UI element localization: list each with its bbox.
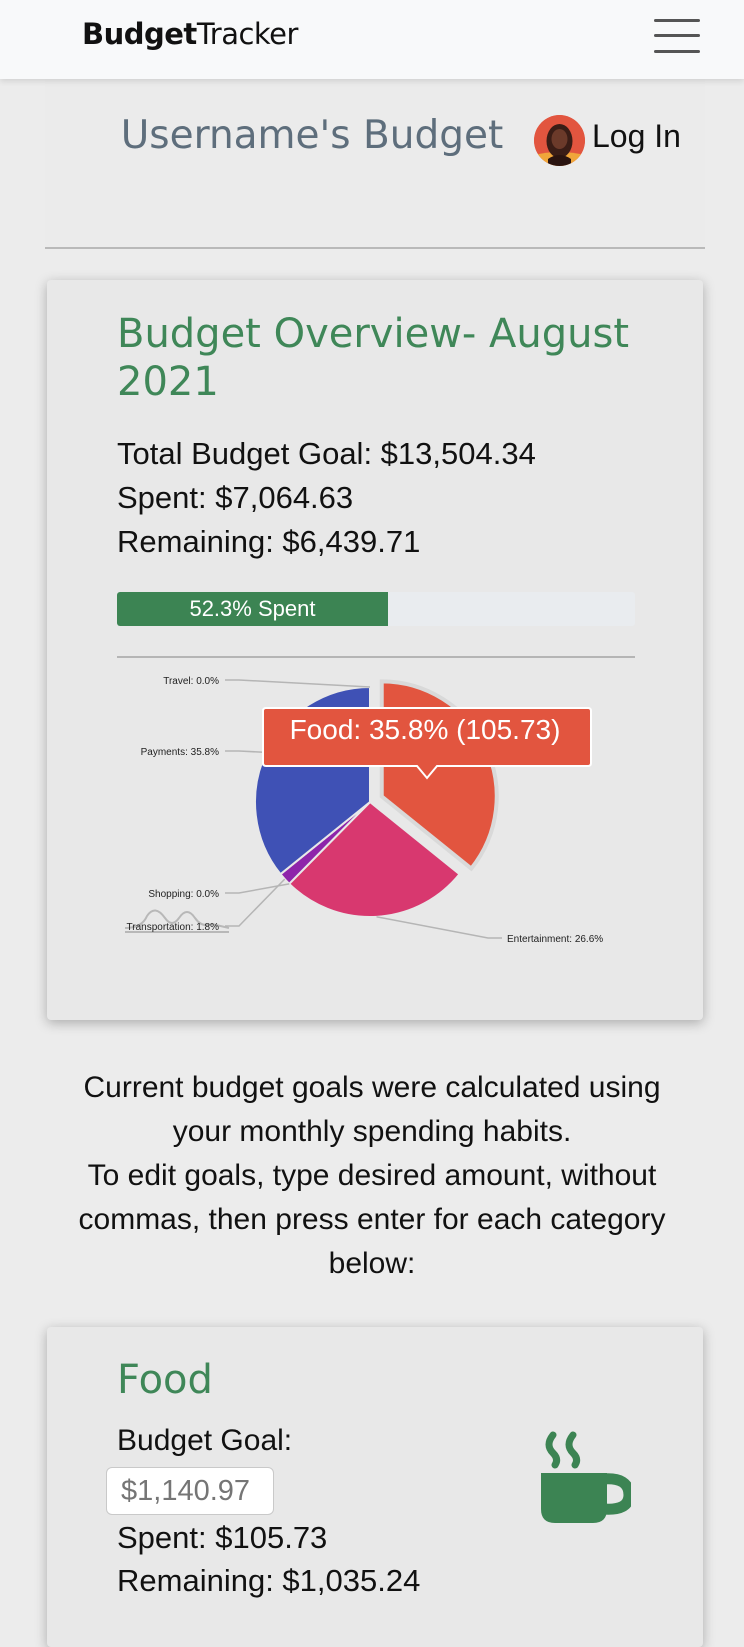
user-avatar-icon[interactable] bbox=[534, 115, 585, 166]
food-spent: Spent: $105.73 bbox=[117, 1520, 328, 1555]
budget-instructions: Current budget goals were calculated usi… bbox=[40, 1066, 704, 1286]
pie-label-payments: Payments: 35.8% bbox=[141, 747, 219, 758]
instructions-line-1: Current budget goals were calculated usi… bbox=[83, 1071, 661, 1148]
pie-label-entertainment: Entertainment: 26.6% bbox=[507, 934, 603, 945]
chart-tooltip-text: Food: 35.8% (105.73) bbox=[290, 714, 561, 745]
brand-light: Tracker bbox=[196, 17, 299, 51]
brand-logo[interactable]: BudgetTracker bbox=[82, 17, 298, 51]
overview-title: Budget Overview- August 2021 bbox=[117, 311, 630, 405]
spent-progress-bar: 52.3% Spent bbox=[117, 592, 635, 626]
food-card-title: Food bbox=[117, 1357, 213, 1403]
pie-leader-transportation bbox=[225, 878, 286, 927]
pie-label-travel: Travel: 0.0% bbox=[163, 676, 219, 687]
page-title: Username's Budget bbox=[120, 113, 504, 158]
chart-mini-sparkline bbox=[124, 909, 230, 929]
food-goal-input[interactable] bbox=[106, 1467, 274, 1515]
food-goal-label: Budget Goal: bbox=[117, 1424, 293, 1457]
chart-tooltip: Food: 35.8% (105.73) bbox=[262, 707, 592, 780]
chart-tooltip-background bbox=[262, 707, 592, 780]
progress-label: 52.3% Spent bbox=[189, 596, 316, 621]
food-category-card: Food Budget Goal: Spent: $105.73 Remaini… bbox=[47, 1327, 703, 1647]
pie-slice-entertainment[interactable] bbox=[287, 800, 461, 918]
pie-leader-travel bbox=[225, 679, 371, 688]
instructions-line-2: To edit goals, type desired amount, with… bbox=[78, 1159, 666, 1280]
header-divider bbox=[45, 247, 705, 249]
budget-overview-card: Budget Overview- August 2021 Total Budge… bbox=[47, 280, 703, 1020]
category-pie-chart[interactable]: Entertainment: 26.6% Shopping: 0.0% Transp… bbox=[47, 666, 703, 966]
hamburger-icon[interactable] bbox=[654, 17, 700, 55]
brand-bold: Budget bbox=[82, 17, 197, 51]
pie-leader-entertainment bbox=[376, 916, 502, 939]
pie-leader-shopping bbox=[225, 883, 290, 894]
pie-label-transportation: Transportation: 1.8% bbox=[127, 922, 220, 933]
total-budget-goal: Total Budget Goal: $13,504.34 bbox=[117, 436, 536, 471]
food-remaining: Remaining: $1,035.24 bbox=[117, 1563, 421, 1598]
coffee-cup-icon bbox=[541, 1431, 631, 1523]
spent-amount: Spent: $7,064.63 bbox=[117, 480, 354, 515]
pie-label-shopping: Shopping: 0.0% bbox=[148, 889, 219, 900]
overview-divider bbox=[117, 656, 635, 658]
progress-fill: 52.3% Spent bbox=[117, 592, 388, 626]
remaining-amount: Remaining: $6,439.71 bbox=[117, 524, 421, 559]
header-background bbox=[45, 79, 705, 247]
pie-leader-payments bbox=[225, 750, 267, 754]
navbar: BudgetTracker bbox=[0, 0, 744, 79]
login-link[interactable]: Log In bbox=[592, 118, 681, 154]
